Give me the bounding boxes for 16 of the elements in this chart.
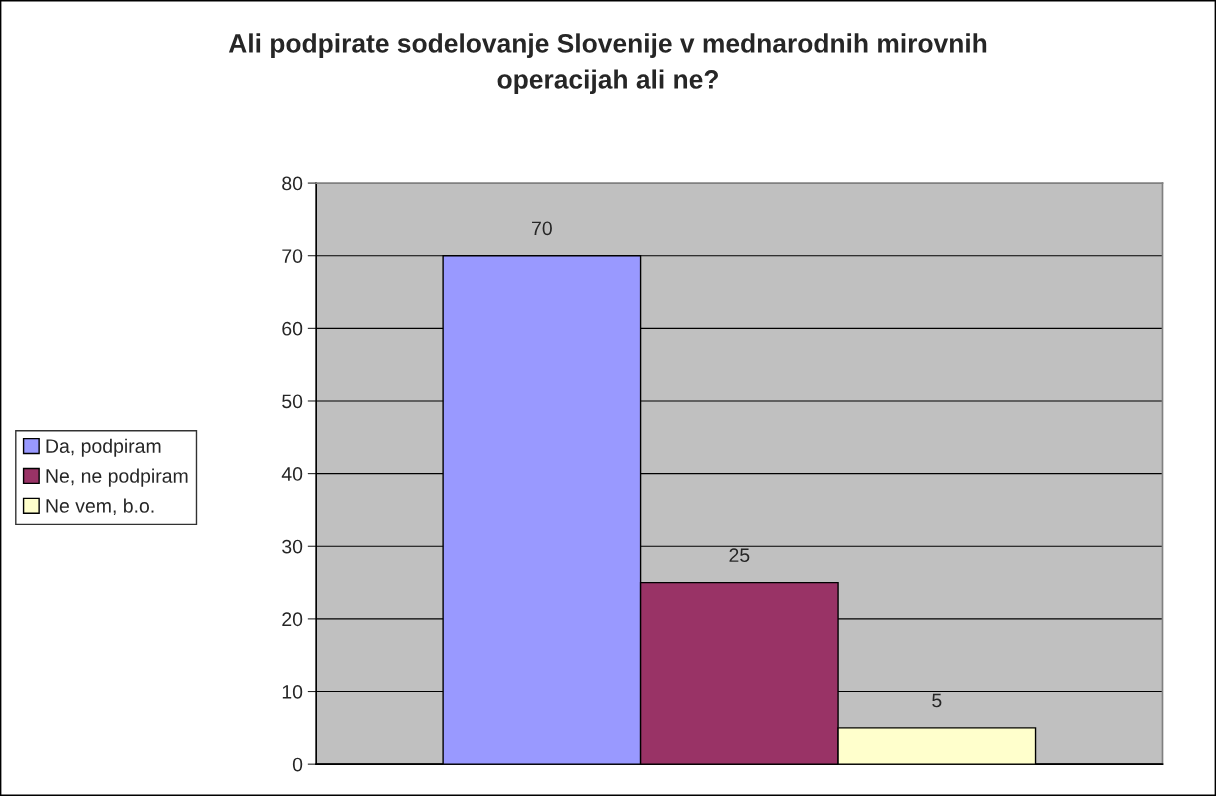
- data-label: 25: [729, 548, 750, 563]
- y-tick-label: 20: [282, 612, 303, 627]
- y-tick-label: 0: [292, 757, 303, 772]
- y-tick-label: 10: [282, 684, 303, 699]
- y-tick-label: 40: [281, 467, 303, 481]
- legend-label: Ne, ne podpiram: [46, 468, 188, 487]
- y-tick-label: 80: [282, 176, 303, 191]
- chart-title: Ali podpirate sodelovanje Slovenije v mednarodnih mirovnih operacijah ali ne?: [228, 33, 987, 95]
- data-label: 5: [932, 693, 942, 708]
- y-tick-label: 50: [282, 394, 303, 409]
- y-tick-label: 30: [282, 539, 303, 554]
- data-label: 70: [532, 221, 552, 236]
- y-tick-label: 70: [282, 249, 303, 263]
- legend-label: Da, podpiram: [46, 438, 161, 457]
- y-tick-label: 60: [282, 321, 303, 336]
- legend-label: Ne vem, b.o.: [46, 498, 154, 516]
